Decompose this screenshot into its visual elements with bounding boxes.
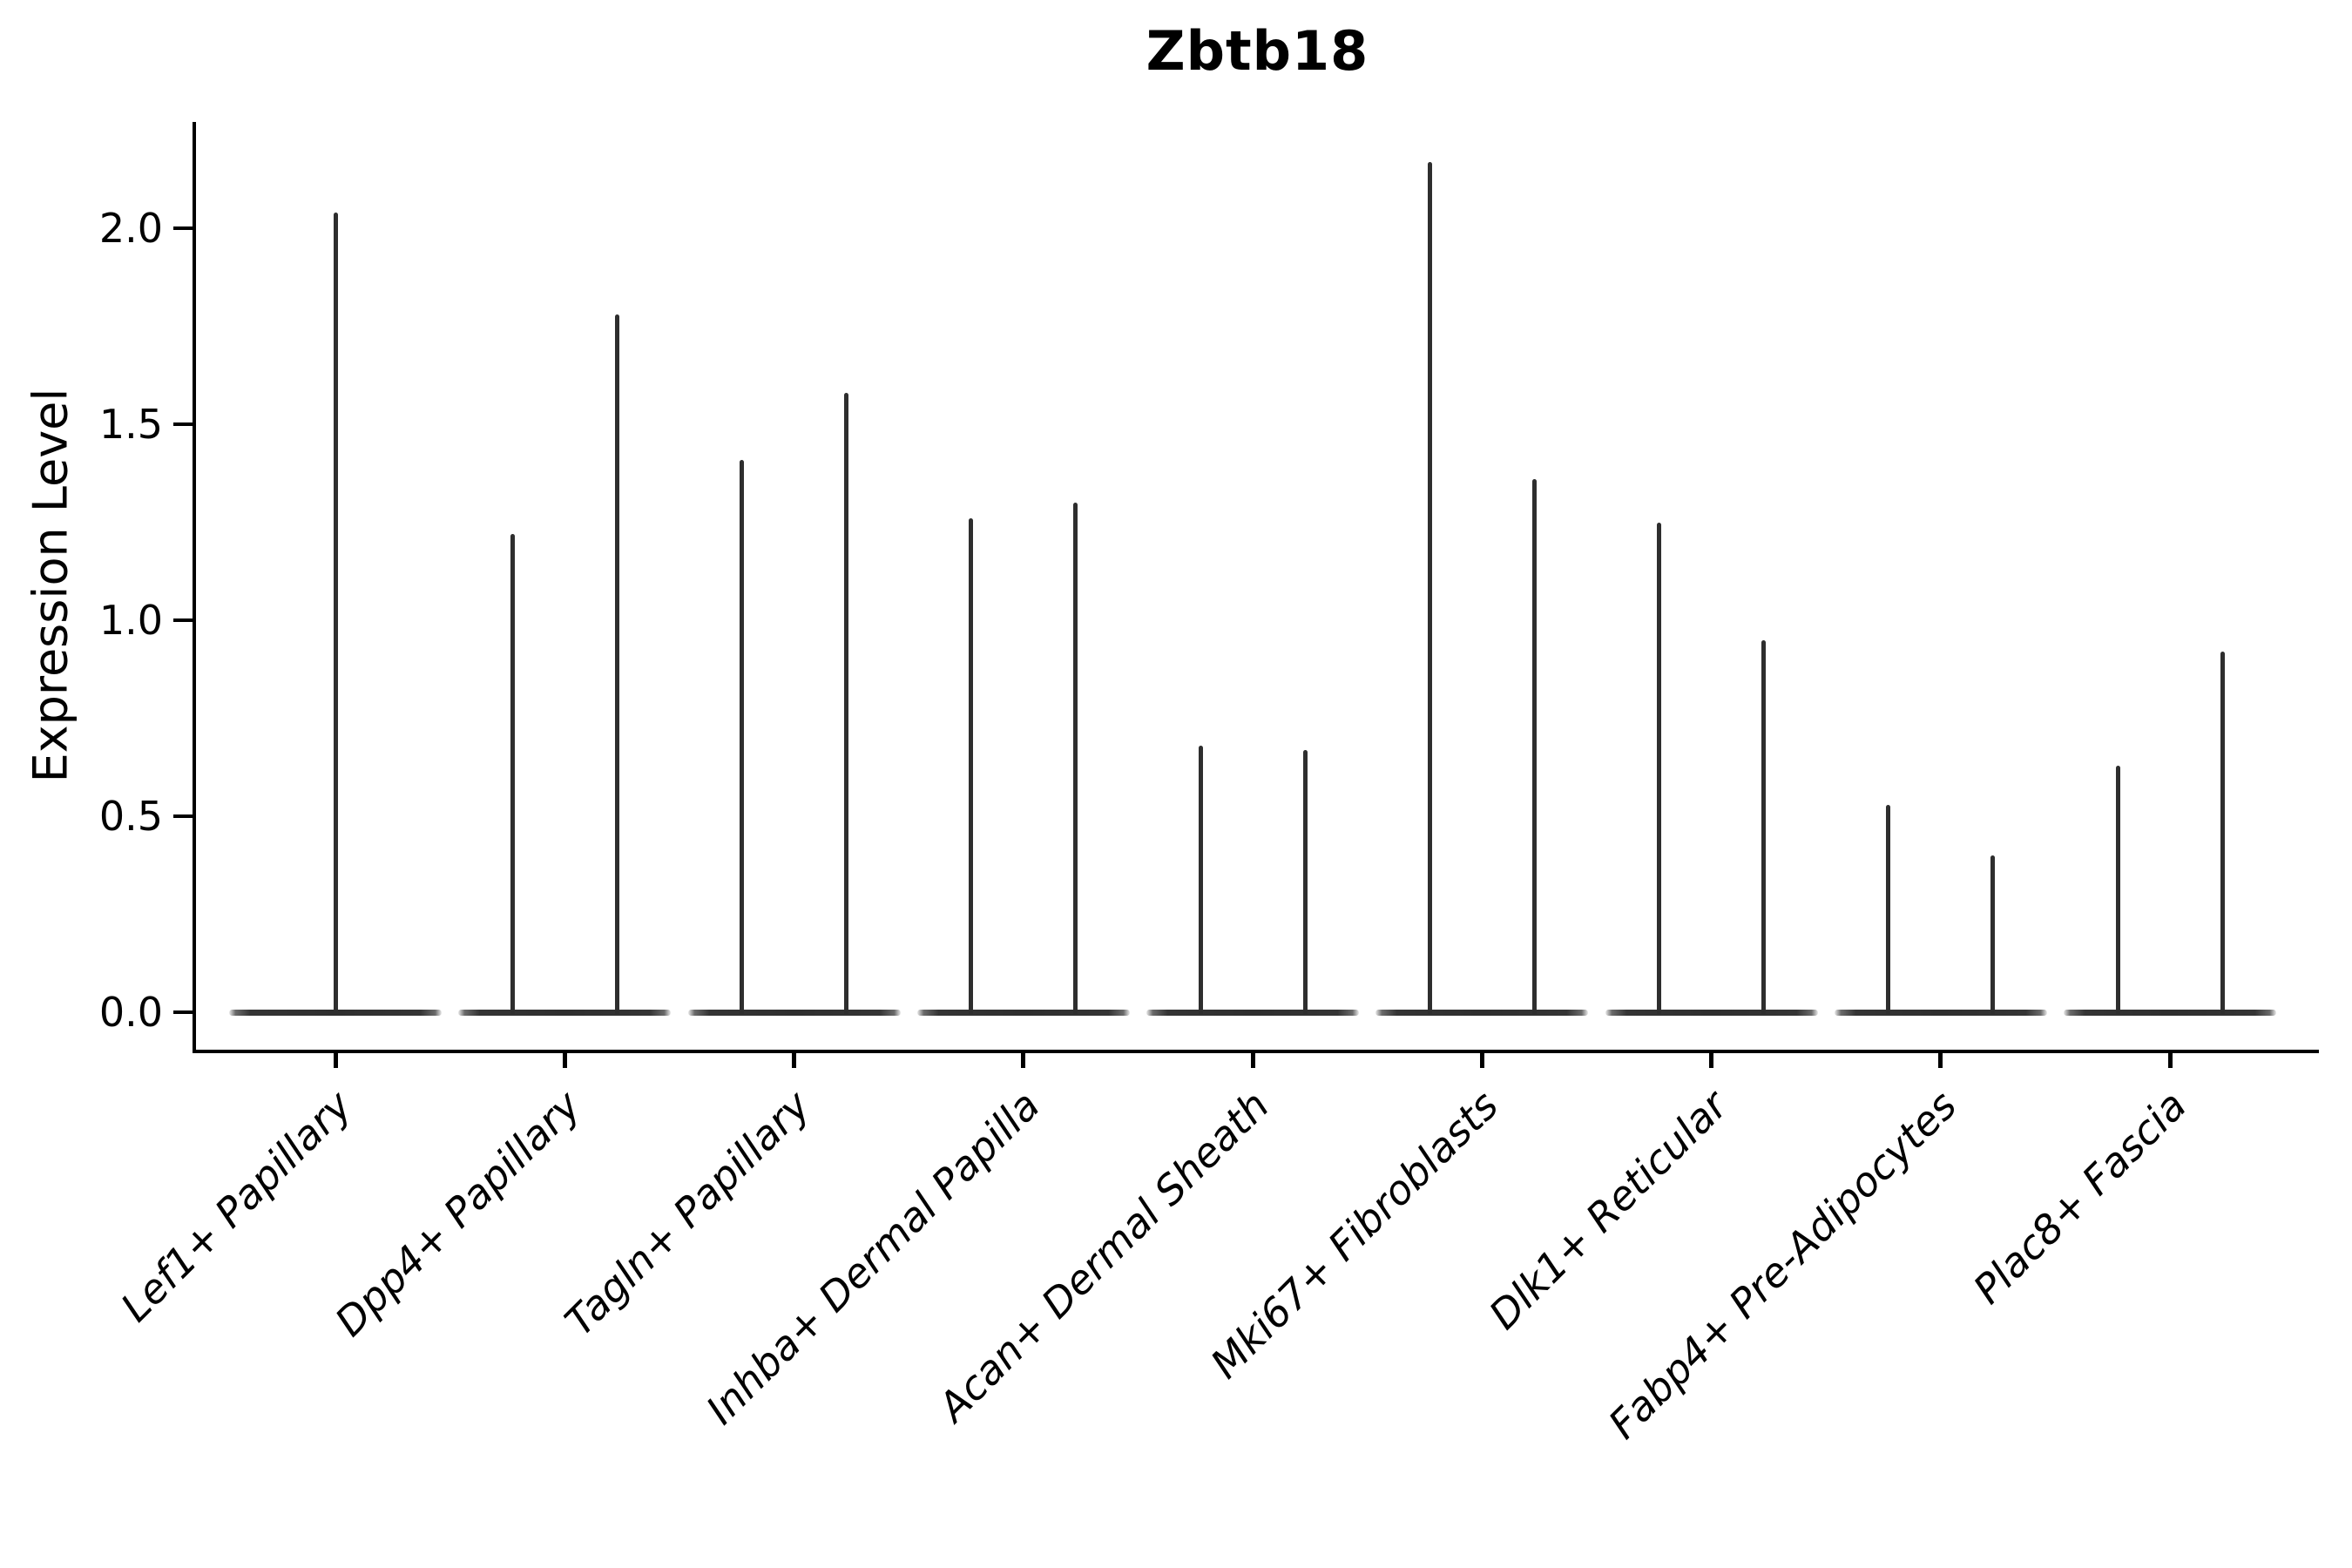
y-axis-label: Expression Level: [23, 388, 78, 783]
violin-baseline: [1834, 1010, 2047, 1016]
y-tick-mark: [173, 618, 193, 622]
violin-spike: [2115, 765, 2120, 1014]
x-axis-spine: [193, 1050, 2319, 1053]
y-tick-mark: [173, 226, 193, 230]
x-tick-mark: [1021, 1053, 1026, 1068]
chart-title: Zbtb18: [1146, 19, 1369, 83]
x-tick-label: Tagln+ Papillary: [555, 1081, 820, 1345]
violin-spike: [614, 314, 619, 1014]
x-tick-label: Dpp4+ Papillary: [326, 1081, 591, 1346]
violin-baseline: [1375, 1010, 1589, 1016]
x-tick-mark: [1938, 1053, 1943, 1068]
violin-spike: [1302, 749, 1308, 1014]
violin-spike: [1073, 503, 1078, 1014]
x-tick-mark: [1709, 1053, 1713, 1068]
y-tick-label: 2.0: [98, 205, 163, 252]
x-tick-mark: [333, 1053, 338, 1068]
x-tick-mark: [562, 1053, 567, 1068]
violin-spike: [1886, 804, 1891, 1014]
x-tick-mark: [2167, 1053, 2173, 1068]
x-tick-mark: [1250, 1053, 1255, 1068]
y-tick-label: 1.0: [98, 597, 163, 644]
violin-spike: [1531, 479, 1537, 1014]
x-tick-label: Lef1+ Papillary: [111, 1081, 361, 1331]
violin-spike: [740, 459, 744, 1014]
violin-spike: [844, 393, 848, 1014]
y-tick-label: 1.5: [98, 401, 163, 448]
x-tick-label: Dlk1+ Reticular: [1479, 1081, 1737, 1339]
violin-baseline: [916, 1010, 1130, 1016]
y-axis-spine: [193, 122, 196, 1053]
y-tick-mark: [173, 422, 193, 426]
violin-spike: [1427, 161, 1432, 1014]
violin-spike: [1761, 639, 1766, 1014]
violin-spike: [969, 518, 974, 1014]
violin-spike: [2220, 652, 2225, 1014]
violin-spike: [510, 534, 515, 1014]
y-tick-mark: [173, 814, 193, 818]
y-tick-label: 0.5: [98, 793, 163, 840]
violin-baseline: [2064, 1010, 2276, 1016]
y-tick-mark: [173, 1010, 193, 1014]
violin-baseline: [687, 1010, 901, 1016]
violin-baseline: [458, 1010, 672, 1016]
y-tick-label: 0.0: [98, 989, 163, 1036]
violin-spike: [1657, 522, 1661, 1014]
violin-spike: [1990, 855, 1996, 1014]
violin-baseline: [1146, 1010, 1359, 1016]
violin-baseline: [1605, 1010, 1818, 1016]
x-tick-mark: [1479, 1053, 1484, 1068]
x-tick-mark: [792, 1053, 796, 1068]
violin-spike: [333, 213, 338, 1014]
x-tick-label: Plac8+ Fascia: [1963, 1081, 2195, 1313]
violin-spike: [1198, 746, 1203, 1014]
